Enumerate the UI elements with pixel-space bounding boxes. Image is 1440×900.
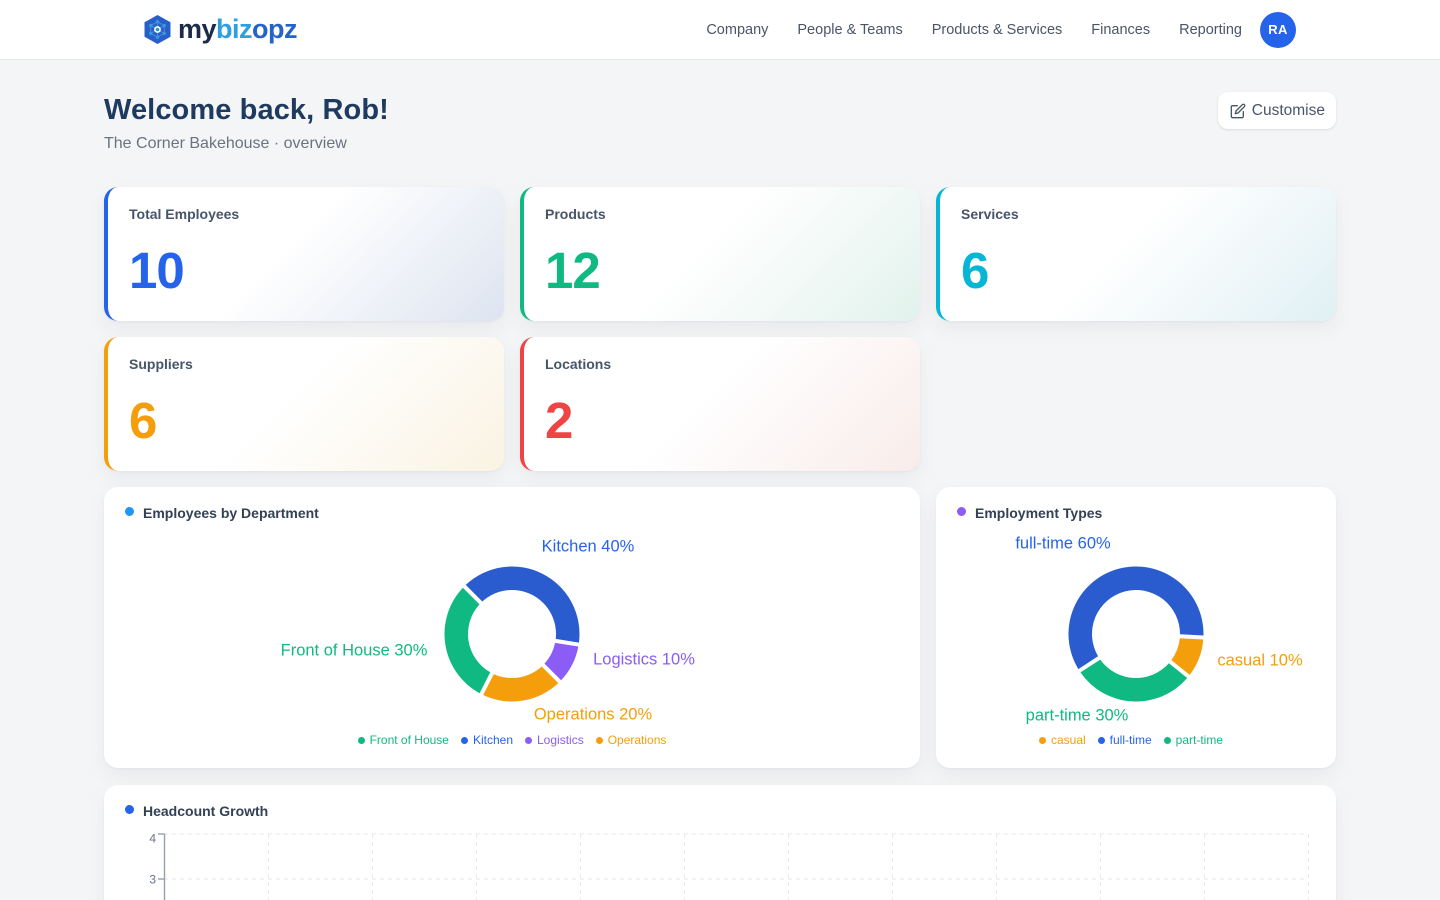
svg-text:3: 3 (149, 873, 156, 887)
svg-text:4: 4 (149, 832, 156, 846)
